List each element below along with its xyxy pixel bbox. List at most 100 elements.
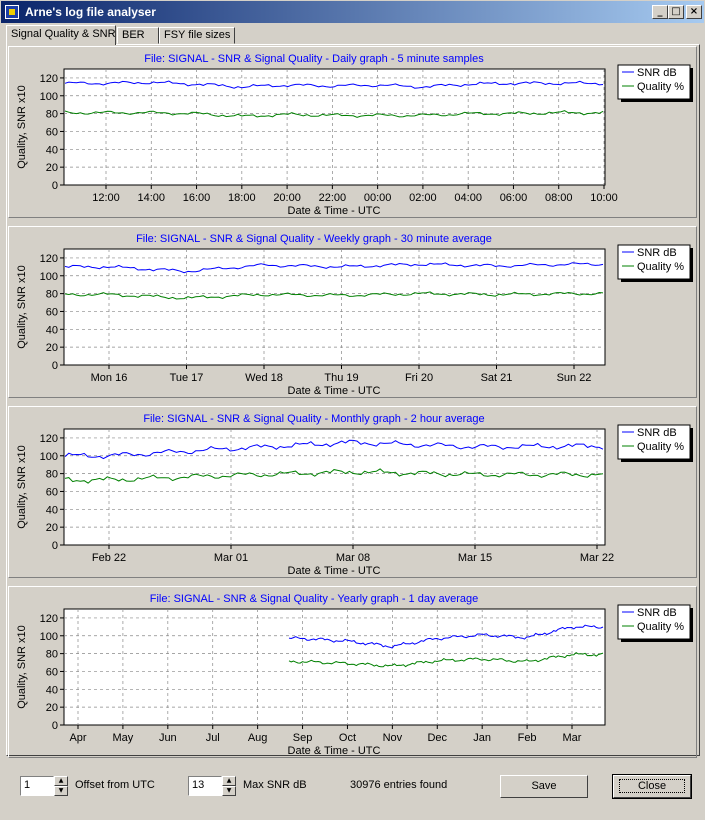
y-axis-label: Quality, SNR x10 — [16, 265, 28, 349]
x-tick-label: Mar 15 — [458, 552, 492, 564]
close-window-button[interactable]: × — [686, 5, 702, 19]
y-tick-label: 0 — [52, 540, 58, 552]
maxsnr-spinner[interactable]: 13 ▲ ▼ — [188, 776, 236, 796]
chart-panel-weekly: File: SIGNAL - SNR & Signal Quality - We… — [8, 226, 697, 398]
x-tick-label: Oct — [339, 732, 356, 744]
legend-label: SNR dB — [637, 247, 677, 259]
tab-signal-quality[interactable]: Signal Quality & SNR — [6, 25, 116, 45]
spin-down-icon[interactable]: ▼ — [222, 786, 236, 796]
chart-panel-yearly: File: SIGNAL - SNR & Signal Quality - Ye… — [8, 586, 697, 758]
legend-label: SNR dB — [637, 607, 677, 619]
x-tick-label: Sat 21 — [481, 372, 513, 384]
x-tick-label: 04:00 — [454, 192, 482, 204]
plot-area — [63, 248, 606, 366]
x-tick-label: 22:00 — [319, 192, 347, 204]
y-tick-label: 120 — [40, 433, 58, 445]
tab-ber[interactable]: BER — [117, 27, 159, 44]
app-icon[interactable] — [5, 5, 19, 19]
daily-chart: File: SIGNAL - SNR & Signal Quality - Da… — [16, 53, 693, 217]
y-tick-label: 20 — [46, 342, 58, 354]
snr-series-line — [64, 80, 604, 89]
y-tick-label: 40 — [46, 324, 58, 336]
plot-area — [63, 428, 606, 546]
entries-count: 30976 entries found — [350, 779, 448, 791]
y-tick-label: 80 — [46, 649, 58, 661]
spin-up-icon[interactable]: ▲ — [54, 776, 68, 786]
chart-panel-monthly: File: SIGNAL - SNR & Signal Quality - Mo… — [8, 406, 697, 578]
y-tick-label: 100 — [40, 631, 58, 643]
y-tick-label: 40 — [46, 144, 58, 156]
y-tick-label: 60 — [46, 486, 58, 498]
y-tick-label: 40 — [46, 504, 58, 516]
y-tick-label: 100 — [40, 271, 58, 283]
y-tick-label: 20 — [46, 522, 58, 534]
y-tick-label: 20 — [46, 162, 58, 174]
x-tick-label: Mar 22 — [580, 552, 614, 564]
x-tick-label: 20:00 — [273, 192, 301, 204]
x-tick-label: May — [113, 732, 134, 744]
x-tick-label: Mon 16 — [91, 372, 128, 384]
legend-label: Quality % — [637, 81, 684, 93]
x-tick-label: Tue 17 — [170, 372, 204, 384]
legend-box — [617, 64, 691, 100]
x-axis-label: Date & Time - UTC — [288, 205, 381, 217]
x-tick-label: 00:00 — [364, 192, 392, 204]
legend-label: Quality % — [637, 441, 684, 453]
x-tick-label: Mar 01 — [214, 552, 248, 564]
x-tick-label: 16:00 — [183, 192, 211, 204]
y-tick-label: 120 — [40, 253, 58, 265]
offset-input[interactable]: 1 — [20, 776, 54, 796]
save-button[interactable]: Save — [500, 775, 588, 798]
tab-label: FSY file sizes — [164, 29, 231, 41]
chart-title: File: SIGNAL - SNR & Signal Quality - Da… — [144, 53, 484, 65]
maximize-button[interactable]: □ — [668, 5, 684, 19]
legend-label: Quality % — [637, 621, 684, 633]
snr-series-line — [64, 439, 604, 460]
tab-fsy-file-sizes[interactable]: FSY file sizes — [159, 27, 235, 44]
legend-box — [617, 244, 691, 280]
y-tick-label: 80 — [46, 289, 58, 301]
x-tick-label: Sun 22 — [557, 372, 592, 384]
x-tick-label: Wed 18 — [245, 372, 283, 384]
y-axis-label: Quality, SNR x10 — [16, 625, 28, 709]
quality-series-line — [64, 291, 604, 300]
y-tick-label: 120 — [40, 613, 58, 625]
close-label: Close — [618, 779, 686, 793]
y-tick-label: 80 — [46, 469, 58, 481]
spin-down-icon[interactable]: ▼ — [54, 786, 68, 796]
x-tick-label: 18:00 — [228, 192, 256, 204]
y-tick-label: 40 — [46, 684, 58, 696]
y-tick-label: 0 — [52, 720, 58, 732]
spin-up-icon[interactable]: ▲ — [222, 776, 236, 786]
y-tick-label: 60 — [46, 666, 58, 678]
x-tick-label: Mar — [563, 732, 582, 744]
legend-box — [617, 424, 691, 460]
quality-series-line — [64, 110, 604, 118]
x-tick-label: Thu 19 — [324, 372, 358, 384]
x-tick-label: Feb 22 — [92, 552, 126, 564]
maxsnr-label: Max SNR dB — [243, 779, 307, 791]
close-button[interactable]: Close — [612, 774, 692, 799]
y-tick-label: 60 — [46, 126, 58, 138]
minimize-button[interactable]: _ — [652, 5, 668, 19]
y-axis-label: Quality, SNR x10 — [16, 445, 28, 529]
y-tick-label: 100 — [40, 91, 58, 103]
x-tick-label: Feb — [518, 732, 537, 744]
legend-label: SNR dB — [637, 427, 677, 439]
offset-spinner[interactable]: 1 ▲ ▼ — [20, 776, 68, 796]
chart-title: File: SIGNAL - SNR & Signal Quality - Mo… — [143, 413, 484, 425]
x-tick-label: Mar 08 — [336, 552, 370, 564]
plot-area — [63, 608, 606, 726]
quality-series-line — [64, 468, 604, 484]
tab-label: BER — [122, 29, 145, 41]
x-tick-label: Fri 20 — [405, 372, 433, 384]
y-tick-label: 80 — [46, 109, 58, 121]
x-tick-label: Apr — [69, 732, 86, 744]
x-tick-label: 08:00 — [545, 192, 573, 204]
tab-panel — [6, 44, 700, 756]
title-bar: Arne's log file analyser _ □ × — [0, 0, 705, 24]
x-tick-label: 02:00 — [409, 192, 437, 204]
maxsnr-input[interactable]: 13 — [188, 776, 222, 796]
legend: SNR dB Quality % — [617, 64, 693, 102]
quality-series-line — [288, 651, 604, 668]
